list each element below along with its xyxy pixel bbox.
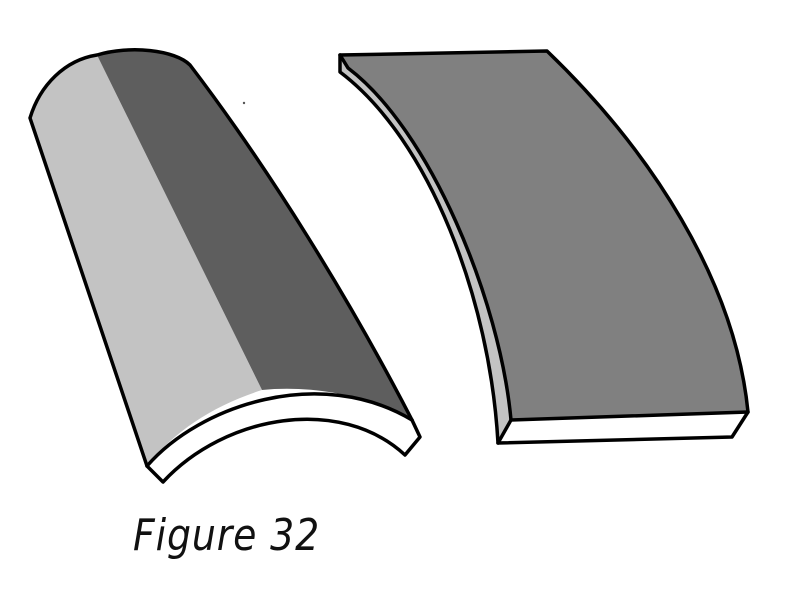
- curved-slab-shape: [338, 49, 750, 445]
- curved-slab-outline: [338, 49, 750, 445]
- speck-dot: [242, 101, 246, 105]
- curved-tile-end-face: [147, 393, 420, 482]
- curved-tile-light-face: [30, 55, 262, 466]
- curved-tile-shape: [28, 48, 422, 484]
- curved-tile-inner-edge: [145, 392, 414, 468]
- curved-slab-top-face: [340, 51, 748, 420]
- curved-tile-dark-face: [97, 49, 412, 420]
- curved-slab-inner-edge: [338, 53, 750, 422]
- curved-tile-outline: [28, 48, 422, 484]
- figure-caption: Figure 32: [133, 510, 321, 561]
- curved-slab-corner-edge: [496, 418, 513, 445]
